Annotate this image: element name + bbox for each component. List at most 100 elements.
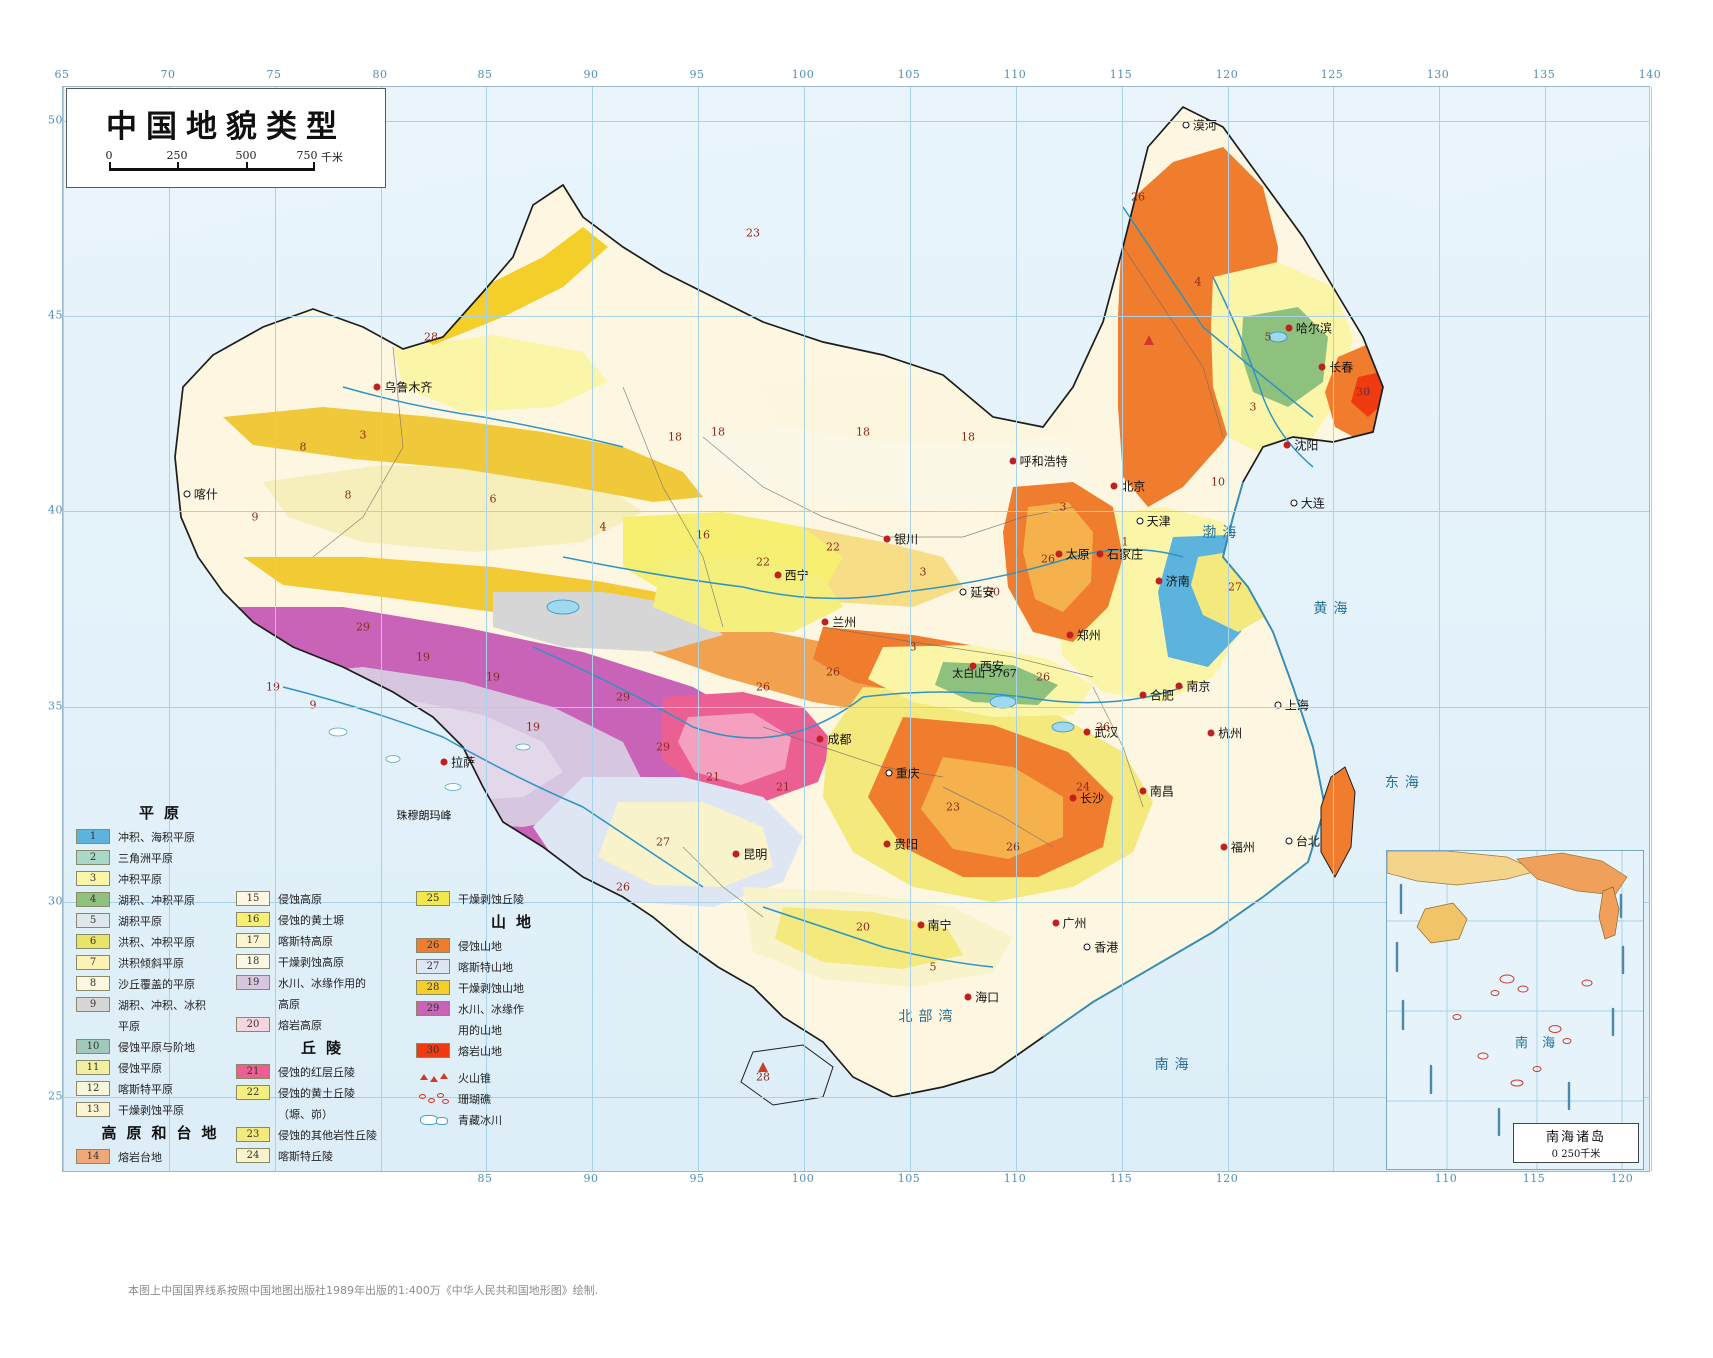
- legend-item[interactable]: 30 熔岩山地: [416, 1040, 616, 1061]
- legend-item[interactable]: 25 干燥剥蚀丘陵: [416, 888, 616, 909]
- capital-marker: [1155, 577, 1163, 585]
- legend-item[interactable]: 6 洪积、冲积平原: [76, 931, 252, 952]
- legend-item[interactable]: 20 熔岩高原: [236, 1014, 416, 1035]
- city-marker: [1083, 943, 1091, 951]
- city-label: 郑州: [1076, 628, 1101, 643]
- legend-item[interactable]: 26 侵蚀山地: [416, 935, 616, 956]
- city-marker: [1285, 837, 1293, 845]
- meridian-line: [910, 87, 911, 1171]
- legend-item[interactable]: 4 湖积、冲积平原: [76, 889, 252, 910]
- legend-item-continuation: 用的山地: [458, 1023, 502, 1037]
- city-label: 长沙: [1079, 791, 1104, 806]
- legend-label: 湖积平原: [118, 914, 162, 928]
- legend-swatch: 20: [236, 1017, 270, 1032]
- meridian-line: [63, 87, 64, 1171]
- city-label: 大连: [1300, 496, 1325, 511]
- parallel-line: [63, 1097, 1649, 1098]
- legend-item[interactable]: 2 三角洲平原: [76, 847, 252, 868]
- legend-swatch: 23: [236, 1127, 270, 1142]
- longitude-label-bottom: 110: [1003, 1172, 1027, 1185]
- city-label: 乌鲁木齐: [384, 380, 433, 395]
- legend-item[interactable]: 18 干燥剥蚀高原: [236, 951, 416, 972]
- city-label: 漠河: [1192, 118, 1217, 133]
- legend-swatch: 27: [416, 959, 450, 974]
- legend-symbol-item[interactable]: 火山锥: [416, 1067, 616, 1088]
- peak-label: 太白山 3767: [952, 667, 1017, 681]
- legend-label: 喀斯特山地: [458, 960, 513, 974]
- parallel-line: [63, 707, 1649, 708]
- legend-item[interactable]: 12 喀斯特平原: [76, 1078, 252, 1099]
- capital-marker: [917, 921, 925, 929]
- capital-marker: [1318, 363, 1326, 371]
- legend-swatch: 29: [416, 1001, 450, 1016]
- legend-label: 喀斯特高原: [278, 934, 333, 948]
- legend-item[interactable]: 1 冲积、海积平原: [76, 826, 252, 847]
- legend-symbol-item[interactable]: 青藏冰川: [416, 1109, 616, 1130]
- legend-item[interactable]: 28 干燥剥蚀山地: [416, 977, 616, 998]
- legend-item[interactable]: 16 侵蚀的黄土塬: [236, 909, 416, 930]
- legend-symbol-item[interactable]: 珊瑚礁: [416, 1088, 616, 1109]
- volcano-cone-icon: [416, 1070, 450, 1085]
- city-label: 沈阳: [1294, 438, 1319, 453]
- city-label: 延安: [970, 585, 995, 600]
- meridian-line: [169, 87, 170, 1171]
- capital-marker: [1175, 682, 1183, 690]
- legend-item[interactable]: 10 侵蚀平原与阶地: [76, 1036, 252, 1057]
- legend-column-1: 平原 1 冲积、海积平原 2 三角洲平原 3 冲积平原 4 湖积、冲积平原 5 湖积平原 6 洪积、冲积…: [76, 800, 252, 1167]
- latitude-label: 35: [48, 699, 63, 713]
- map-canvas[interactable]: 23 26 4 5 3 30 10 1 3 27 26 18 18 18 18 …: [62, 86, 1652, 1172]
- legend-symbol-label: 火山锥: [458, 1071, 491, 1085]
- legend-label: 湖积、冲积平原: [118, 893, 195, 907]
- legend-label: 侵蚀的黄土塬: [278, 913, 344, 927]
- scale-tick: [177, 162, 179, 171]
- city-marker: [1182, 121, 1190, 129]
- scale-unit: 千米: [321, 151, 343, 164]
- legend-item[interactable]: 17 喀斯特高原: [236, 930, 416, 951]
- legend-item[interactable]: 3 冲积平原: [76, 868, 252, 889]
- south-china-sea-inset[interactable]: 南 海 南海诸岛 0 250千米: [1386, 850, 1644, 1170]
- inset-scale: 0 250千米: [1551, 1149, 1601, 1160]
- legend-item[interactable]: 19 水川、冰缘作用的: [236, 972, 416, 993]
- scale-bar: 0 250 500 750 千米: [106, 149, 349, 183]
- longitude-label: 110: [1003, 68, 1027, 81]
- legend-item[interactable]: 8 沙丘覆盖的平原: [76, 973, 252, 994]
- legend-item[interactable]: 13 干燥剥蚀平原: [76, 1099, 252, 1120]
- legend-label: 熔岩山地: [458, 1044, 502, 1058]
- longitude-label: 80: [372, 68, 388, 81]
- legend-swatch: 28: [416, 980, 450, 995]
- longitude-label-bottom: 115: [1109, 1172, 1133, 1185]
- legend-swatch: 3: [76, 871, 110, 886]
- legend-item[interactable]: 7 洪积倾斜平原: [76, 952, 252, 973]
- legend-item[interactable]: 24 喀斯特丘陵: [236, 1145, 416, 1166]
- legend-item[interactable]: 21 侵蚀的红层丘陵: [236, 1061, 416, 1082]
- sea-label: 东海: [1384, 775, 1425, 792]
- meridian-line: [804, 87, 805, 1171]
- city-label: 海口: [975, 990, 1000, 1005]
- meridian-line: [1545, 87, 1546, 1171]
- legend-item[interactable]: 9 湖积、冲积、冰积: [76, 994, 252, 1015]
- legend-item[interactable]: 23 侵蚀的其他岩性丘陵: [236, 1124, 416, 1145]
- legend-label: 冲积、海积平原: [118, 830, 195, 844]
- longitude-label-bottom: 95: [689, 1172, 705, 1185]
- legend-item[interactable]: 22 侵蚀的黄土丘陵: [236, 1082, 416, 1103]
- legend-column-3: 25 干燥剥蚀丘陵 山地 26 侵蚀山地 27 喀斯特山地 28 干燥剥蚀山地 29 水川、冰缘作用…: [416, 800, 616, 1130]
- legend-item[interactable]: 29 水川、冰缘作: [416, 998, 616, 1019]
- legend-label: 水川、冰缘作: [458, 1002, 524, 1016]
- coral-reef-icon: [416, 1091, 450, 1106]
- legend-item[interactable]: 11 侵蚀平原: [76, 1057, 252, 1078]
- legend-item[interactable]: 27 喀斯特山地: [416, 956, 616, 977]
- legend-swatch: 30: [416, 1043, 450, 1058]
- longitude-label-bottom: 120: [1215, 1172, 1239, 1185]
- legend-item[interactable]: 14 熔岩台地: [76, 1146, 252, 1167]
- capital-marker: [1220, 843, 1228, 851]
- legend-item[interactable]: 15 侵蚀高原: [236, 888, 416, 909]
- legend-label: 沙丘覆盖的平原: [118, 977, 195, 991]
- legend-item[interactable]: 5 湖积平原: [76, 910, 252, 931]
- latitude-label: 50: [48, 113, 63, 127]
- legend-label: 干燥剥蚀山地: [458, 981, 524, 995]
- capital-marker: [1110, 482, 1118, 490]
- city-label: 贵阳: [894, 837, 919, 852]
- latitude-label: 40: [48, 503, 63, 517]
- legend-swatch: 25: [416, 891, 450, 906]
